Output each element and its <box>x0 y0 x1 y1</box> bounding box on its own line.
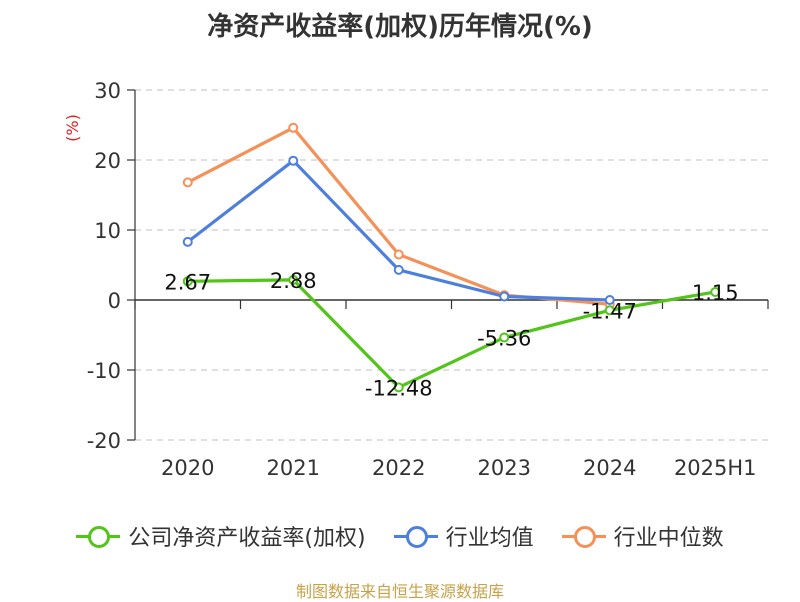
axes: 30 20 10 0 -10 -20 2020 2021 2022 2023 2024 2025H1 <box>87 79 769 480</box>
source-note: 制图数据来自恒生聚源数据库 <box>295 582 504 601</box>
legend-swatch <box>76 526 121 548</box>
y-tick-label: 30 <box>94 79 121 103</box>
x-tick-label: 2025H1 <box>674 456 757 480</box>
data-point <box>393 249 404 260</box>
data-point <box>604 305 615 316</box>
y-axis-label: (%) <box>63 114 82 142</box>
data-point <box>182 236 193 247</box>
data-point <box>604 295 615 305</box>
chart-title: 净资产收益率(加权)历年情况(%) <box>207 12 593 42</box>
y-tick-label: 0 <box>108 289 121 313</box>
data-labels: 2.67 2.88 -12.48 -5.36 -1.47 1.15 <box>164 269 738 401</box>
x-tick-label: 2022 <box>372 456 425 480</box>
data-point <box>393 264 404 275</box>
data-point <box>499 332 510 343</box>
data-point <box>288 122 299 133</box>
y-tick-label: -10 <box>87 359 121 383</box>
legend-swatch <box>561 526 606 548</box>
legend-label: 公司净资产收益率(加权) <box>128 526 366 551</box>
y-tick-label: 20 <box>94 149 121 173</box>
x-tick-label: 2023 <box>478 456 531 480</box>
data-label: -5.36 <box>477 327 531 351</box>
legend-label: 行业均值 <box>445 526 534 551</box>
data-point <box>710 286 721 297</box>
series-line <box>187 278 716 389</box>
legend-item[interactable]: 公司净资产收益率(加权) <box>76 520 366 552</box>
data-label: -12.48 <box>365 376 433 400</box>
x-tick-label: 2021 <box>267 456 320 480</box>
data-point <box>182 177 193 188</box>
legend-item[interactable]: 行业中位数 <box>561 520 724 552</box>
legend-item[interactable]: 行业均值 <box>393 520 534 552</box>
data-label: 2.88 <box>270 269 317 293</box>
data-point <box>499 291 510 302</box>
data-point <box>288 155 299 166</box>
x-tick-label: 2024 <box>583 456 636 480</box>
data-label: 2.67 <box>164 270 211 294</box>
gridlines <box>135 89 768 441</box>
series-lines <box>182 122 721 393</box>
legend-label: 行业中位数 <box>613 526 724 551</box>
data-label: -1.47 <box>583 299 637 323</box>
y-tick-label: 10 <box>94 219 121 243</box>
data-point <box>393 382 404 393</box>
legend: 公司净资产收益率(加权) 行业均值 行业中位数 <box>0 520 800 552</box>
data-label: 1.15 <box>692 281 739 305</box>
series-line <box>187 126 610 306</box>
data-point <box>182 276 193 287</box>
legend-swatch <box>393 526 438 548</box>
x-tick-label: 2020 <box>161 456 214 480</box>
y-tick-label: -20 <box>87 429 121 453</box>
data-point <box>288 274 299 285</box>
